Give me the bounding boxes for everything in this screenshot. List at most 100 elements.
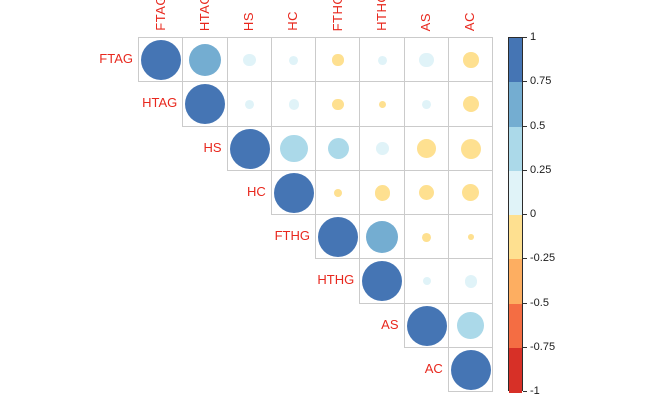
matrix-cell-FTHG-HTHG [359,214,405,260]
corr-circle-HTAG-HS [245,99,255,109]
matrix-cell-HC-AC [447,169,493,215]
legend-tick [523,214,527,215]
legend-color-block [509,259,522,304]
matrix-cell-HTAG-AC [447,81,493,127]
legend-tick-label: -0.75 [530,340,556,353]
legend-tick-label: 0 [530,208,537,220]
matrix-cell-FTAG-HTAG [182,37,228,83]
matrix-cell-AS-AC [447,302,493,348]
legend-tick [523,125,527,127]
matrix-cell-HTHG-AC [447,258,493,304]
matrix-cell-HC-HC [270,169,316,215]
column-label-box-HC: HC [284,0,302,31]
column-label-box-FTHG: FTHG [328,0,346,31]
corr-circle-FTAG-AC [463,52,479,68]
legend-tick [523,37,527,38]
column-label-HTHG: HTHG [373,0,389,31]
matrix-cell-HTHG-HTHG [359,258,405,304]
matrix-cell-HS-AS [403,125,449,171]
corr-circle-HC-FTHG [334,188,343,197]
legend-tick-label: -0.5 [530,296,549,309]
legend-tick [523,346,527,348]
column-label-box-AC: AC [461,0,479,31]
corr-circle-HTAG-HC [288,99,300,110]
row-label-FTHG: FTHG [274,228,310,244]
matrix-cell-HTHG-AS [403,258,449,304]
corr-circle-AC-AC [450,349,491,390]
corr-circle-FTHG-HTHG [366,221,399,254]
legend-tick [523,302,527,304]
corr-circle-FTAG-HC [289,55,299,65]
matrix-cell-HC-AS [403,169,449,215]
legend-color-block [509,126,522,172]
matrix-cell-HC-HTHG [359,169,405,215]
matrix-cell-HS-AC [447,125,493,171]
corr-circle-HTHG-HTHG [362,261,403,302]
matrix-cell-FTAG-HC [270,37,316,83]
corr-circle-HTAG-AC [462,96,479,113]
column-label-AC: AC [462,11,478,31]
legend-color-block [509,347,522,393]
matrix-cell-HS-HC [270,125,316,171]
matrix-cell-AC-AC [447,346,493,392]
matrix-cell-FTAG-FTAG [138,37,184,83]
corr-circle-HS-HC [280,134,308,163]
corr-circle-FTAG-HS [243,53,256,67]
corr-circle-FTAG-AS [419,52,434,68]
matrix-cell-HTAG-AS [403,81,449,127]
matrix-cell-FTAG-AC [447,37,493,83]
matrix-cell-FTHG-AC [447,214,493,260]
matrix-cell-HS-FTHG [315,125,361,171]
legend-tick-label: 0.75 [530,75,552,88]
row-label-AC: AC [424,360,443,376]
matrix-cell-HTAG-HTAG [182,81,228,127]
matrix-cell-HTAG-FTHG [315,81,361,127]
column-label-HTAG: HTAG [196,0,212,31]
legend-color-block [509,38,522,83]
legend-tick-label: -0.25 [530,252,556,265]
column-label-FTHG: FTHG [329,0,345,31]
legend-tick [523,169,527,171]
row-label-FTAG: FTAG [99,51,133,67]
corr-circle-HS-AS [417,139,436,158]
corr-circle-HC-HC [273,172,314,213]
legend-tick [523,258,527,260]
corr-circle-FTHG-AS [422,232,432,242]
matrix-cell-FTHG-FTHG [315,214,361,260]
column-label-box-FTAG: FTAG [151,0,169,31]
row-label-HTAG: HTAG [142,95,178,111]
matrix-cell-FTHG-AS [403,214,449,260]
legend-tick [523,81,527,83]
corr-circle-HTAG-HTAG [185,84,226,125]
legend-tick-label: 0.25 [530,163,552,176]
column-label-box-HTHG: HTHG [372,0,390,31]
row-label-HTHG: HTHG [317,272,355,288]
matrix-cell-HTAG-HTHG [359,81,405,127]
matrix-cell-HS-HTHG [359,125,405,171]
row-label-HC: HC [246,183,266,199]
matrix-cell-HTAG-HS [226,81,272,127]
column-label-HS: HS [241,11,257,31]
corr-circle-HTAG-AS [422,99,432,109]
legend-color-block [509,82,522,127]
legend-color-block [509,170,522,216]
legend-tick-label: 1 [530,31,537,43]
corr-circle-HS-AC [460,138,481,159]
legend-color-bar [508,37,523,393]
legend-color-block [509,303,522,349]
corr-circle-HTHG-AC [464,275,478,288]
corr-circle-FTAG-HTHG [377,55,387,65]
column-label-box-HS: HS [240,0,258,31]
legend-color-block [509,215,522,260]
corr-circle-FTHG-FTHG [318,217,359,258]
corr-circle-HS-FTHG [327,138,349,160]
matrix-cell-AS-AS [403,302,449,348]
corr-circle-FTAG-FTAG [141,40,182,81]
matrix-cell-HC-FTHG [315,169,361,215]
corr-circle-HS-HS [229,128,270,169]
matrix-cell-FTAG-HTHG [359,37,405,83]
matrix-cell-FTAG-FTHG [315,37,361,83]
column-label-HC: HC [285,11,301,31]
corr-circle-HTHG-AS [422,277,431,286]
